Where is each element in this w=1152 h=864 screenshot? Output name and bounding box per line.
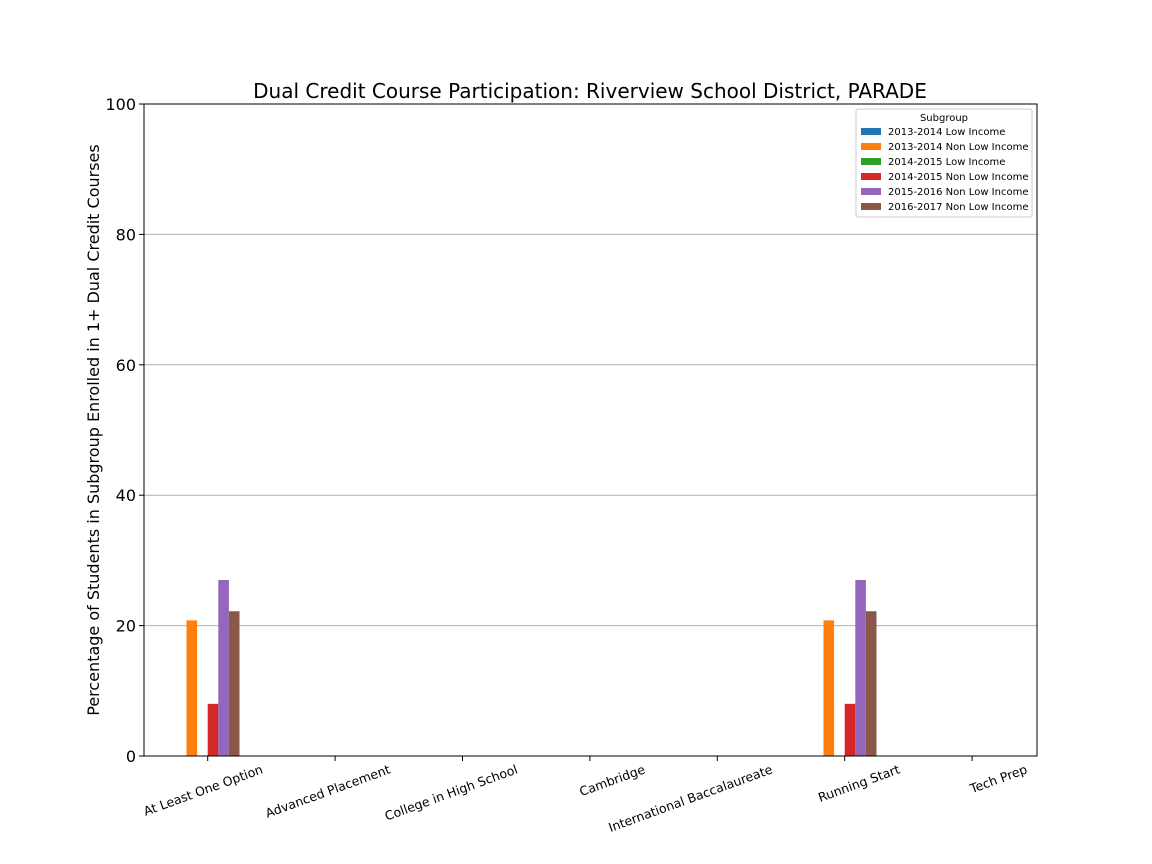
legend-swatch xyxy=(861,203,881,210)
y-tick-label: 40 xyxy=(116,486,136,505)
y-tick-label: 60 xyxy=(116,356,136,375)
legend-entry: 2014-2015 Non Low Income xyxy=(888,172,1028,183)
x-tick-label: Tech Prep xyxy=(967,762,1029,797)
legend-swatch xyxy=(861,128,881,135)
y-tick-label: 80 xyxy=(116,225,136,244)
legend-box xyxy=(855,108,1033,218)
bar xyxy=(865,611,877,756)
legend-entry: 2013-2014 Non Low Income xyxy=(888,142,1028,153)
bar xyxy=(855,579,866,756)
legend-swatch xyxy=(861,188,881,195)
gridlines xyxy=(144,233,1037,627)
x-tick-label: College in High School xyxy=(383,762,520,824)
chart-title: Dual Credit Course Participation: Riverv… xyxy=(253,79,927,103)
y-tick-label: 20 xyxy=(116,617,136,636)
bar xyxy=(823,620,835,756)
y-axis-ticks: 0 20 40 60 80 100 xyxy=(105,95,144,766)
x-tick-label: At Least One Option xyxy=(141,762,264,819)
bars xyxy=(186,579,877,756)
bar xyxy=(844,703,856,756)
legend-entry: 2014-2015 Low Income xyxy=(888,157,1005,168)
plot-area-frame xyxy=(143,103,1038,757)
y-tick-label: 0 xyxy=(126,747,136,766)
x-tick-label: Cambridge xyxy=(577,761,647,799)
y-tick-label: 100 xyxy=(105,95,136,114)
legend-title: Subgroup xyxy=(920,113,968,124)
legend-entry: 2015-2016 Non Low Income xyxy=(888,187,1028,198)
legend-swatch xyxy=(861,143,881,150)
bar xyxy=(186,620,198,756)
bar xyxy=(207,703,219,756)
legend-swatch xyxy=(861,173,881,180)
x-tick-label: Advanced Placement xyxy=(263,762,392,821)
bar xyxy=(218,579,229,756)
legend-entry: 2013-2014 Low Income xyxy=(888,127,1005,138)
bar xyxy=(228,611,240,756)
legend: Subgroup 2013-2014 Low Income 2013-2014 N… xyxy=(855,108,1033,218)
legend-entry: 2016-2017 Non Low Income xyxy=(888,202,1028,213)
legend-swatch xyxy=(861,158,881,165)
x-tick-label: Running Start xyxy=(816,762,902,805)
y-axis-label: Percentage of Students in Subgroup Enrol… xyxy=(84,144,103,715)
